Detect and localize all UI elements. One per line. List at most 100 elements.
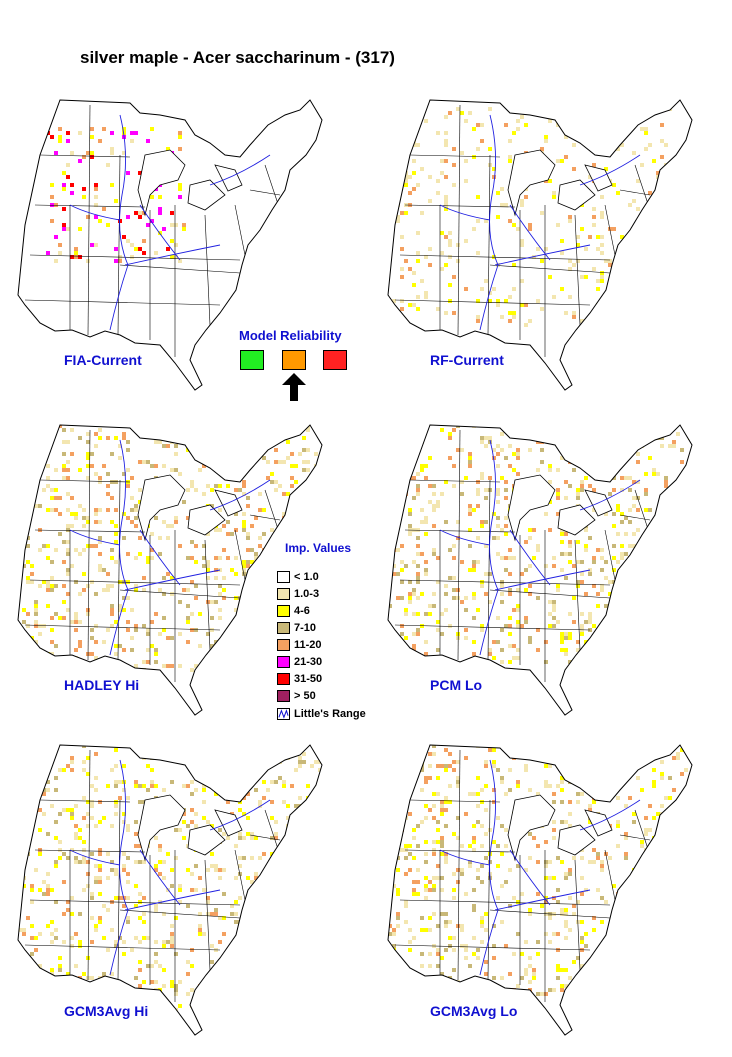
little-range-line: [579, 799, 641, 831]
map-cell: [222, 868, 226, 872]
map-cell: [210, 824, 214, 828]
map-cell: [222, 792, 226, 796]
map-cell: [314, 484, 318, 488]
map-cell: [620, 752, 624, 756]
map-cell: [246, 932, 250, 936]
map-cell: [664, 900, 668, 904]
map-cell: [668, 848, 672, 852]
map-cell: [396, 820, 400, 824]
map-cell: [130, 131, 134, 135]
map-cell: [82, 860, 86, 864]
map-svg: [384, 99, 693, 391]
map-cell: [166, 664, 170, 668]
map-cell: [580, 612, 584, 616]
map-cell: [74, 616, 78, 620]
map-cell: [652, 780, 656, 784]
map-cell: [126, 828, 130, 832]
map-cell: [424, 572, 428, 576]
map-cell: [230, 660, 234, 664]
map-cell: [182, 500, 186, 504]
map-cell: [560, 820, 564, 824]
map-cell: [404, 159, 408, 163]
map-cell: [416, 572, 420, 576]
map-cell: [270, 956, 274, 960]
map-cell: [194, 888, 198, 892]
map-cell: [680, 980, 684, 984]
map-cell: [250, 740, 254, 744]
map-cell: [114, 436, 118, 440]
map-cell: [82, 195, 86, 199]
map-cell: [286, 804, 290, 808]
map-cell: [384, 299, 388, 303]
map-cell: [98, 564, 102, 568]
map-cell: [472, 952, 476, 956]
map-cell: [460, 844, 464, 848]
map-cell: [50, 1008, 54, 1012]
map-cell: [472, 508, 476, 512]
map-cell: [158, 440, 162, 444]
map-cell: [14, 540, 18, 544]
great-lakes: [507, 149, 613, 217]
map-cell: [290, 896, 294, 900]
map-cell: [58, 856, 62, 860]
map-cell: [46, 872, 50, 876]
map-cell: [122, 764, 126, 768]
map-cell: [66, 139, 70, 143]
map-cell: [440, 656, 444, 660]
map-cell: [504, 480, 508, 484]
map-cell: [38, 976, 42, 980]
legend-swatch: [277, 639, 290, 651]
map-cell: [278, 484, 282, 488]
map-cell: [14, 576, 18, 580]
map-cell: [94, 508, 98, 512]
map-cell: [306, 828, 310, 832]
legend-title: Imp. Values: [285, 541, 352, 555]
map-cell: [580, 425, 584, 428]
map-cell: [452, 163, 456, 167]
map-cell: [114, 620, 118, 624]
map-cell: [314, 940, 318, 944]
map-cell: [500, 448, 504, 452]
map-cell: [380, 640, 384, 644]
map-cell: [496, 516, 500, 520]
map-cell: [138, 916, 142, 920]
map-cell: [326, 580, 330, 584]
map-cell: [18, 848, 22, 852]
map-cell: [134, 524, 138, 528]
map-cell: [656, 219, 660, 223]
map-cell: [436, 191, 440, 195]
map-cell: [432, 852, 436, 856]
map-cell: [242, 836, 246, 840]
map-cell: [154, 960, 158, 964]
map-cell: [30, 472, 34, 476]
map-cell: [600, 251, 604, 255]
map-cell: [400, 580, 404, 584]
map-cell: [150, 464, 154, 468]
map-cell: [576, 584, 580, 588]
map-cell: [150, 1008, 154, 1012]
map-cell: [106, 664, 110, 668]
map-cell: [468, 860, 472, 864]
map-cell: [628, 544, 632, 548]
map-cell: [632, 480, 636, 484]
map-cell: [388, 880, 392, 884]
map-cell: [322, 480, 326, 484]
map-cell: [628, 620, 632, 624]
map-cell: [186, 824, 190, 828]
map-cell: [652, 740, 656, 744]
map-cell: [636, 592, 640, 596]
map-cell: [416, 488, 420, 492]
map-cell: [600, 568, 604, 572]
map-cell: [440, 992, 444, 996]
map-cell: [98, 219, 102, 223]
map-cell: [640, 540, 644, 544]
map-cell: [306, 836, 310, 840]
map-cell: [388, 764, 392, 768]
map-cell: [18, 824, 22, 828]
map-cell: [254, 556, 258, 560]
map-cell: [676, 924, 680, 928]
map-cell: [600, 896, 604, 900]
map-cell: [138, 940, 142, 944]
map-cell: [54, 508, 58, 512]
map-cell: [572, 904, 576, 908]
